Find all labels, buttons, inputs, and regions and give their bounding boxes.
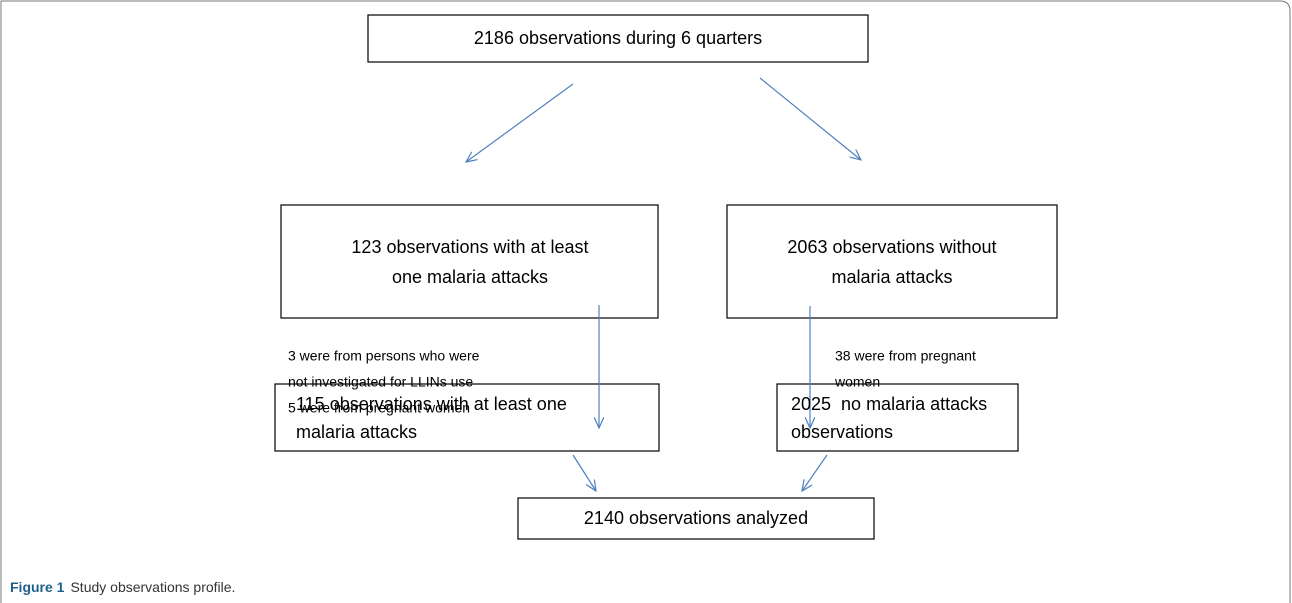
node-label: observations — [791, 422, 893, 442]
node-box — [726, 204, 1058, 319]
arrow — [802, 454, 828, 491]
node-label: 123 observations with at least — [351, 237, 588, 257]
arrow — [572, 454, 596, 491]
node-label: malaria attacks — [296, 422, 417, 442]
node-box — [367, 14, 869, 63]
node-box — [776, 383, 1019, 452]
node-label: one malaria attacks — [392, 267, 548, 287]
node-label: 2186 observations during 6 quarters — [474, 28, 762, 48]
edge-note: 5 were from pregnant women — [288, 400, 470, 416]
node-label: malaria attacks — [831, 267, 952, 287]
edge-note: 38 were from pregnant — [835, 348, 976, 364]
caption-label: Figure 1 — [10, 579, 65, 595]
node-label: 115 observations with at least one — [296, 394, 567, 414]
arrow — [466, 83, 574, 162]
edge-note: not investigated for LLINs use — [288, 374, 473, 390]
caption-text: Study observations profile. — [70, 579, 235, 595]
arrow — [759, 77, 861, 160]
node-box — [280, 204, 659, 319]
node-label: 2140 observations analyzed — [584, 508, 808, 528]
edge-note: 3 were from persons who were — [288, 348, 480, 364]
caption: Figure 1 Study observations profile. — [10, 579, 235, 595]
node-box — [517, 497, 875, 540]
node-label: 2063 observations without — [787, 237, 996, 257]
node-label: 2025 no malaria attacks — [791, 394, 987, 414]
edge-note: women — [834, 374, 880, 390]
